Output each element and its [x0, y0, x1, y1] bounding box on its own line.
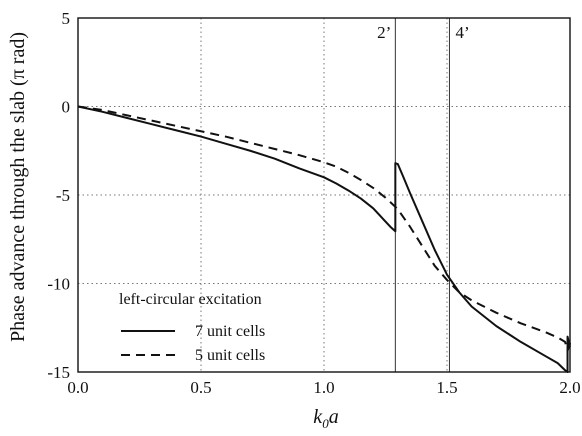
legend-label-7-unit-cells: 7 unit cells	[195, 323, 265, 340]
x-tick-label-0: 0.0	[67, 378, 88, 397]
y-axis-label: Phase advance through the slab (π rad)	[7, 32, 29, 342]
series-line-5-unit-cells	[77, 105, 571, 352]
grid-lines	[78, 18, 570, 372]
x-tick-label-3: 1.5	[436, 378, 457, 397]
x-axis-label: k0a	[313, 406, 338, 431]
x-axis-label-tail: a	[329, 406, 339, 428]
x-tick-label-4: 2.0	[559, 378, 580, 397]
annotation-label-1: 4’	[455, 23, 469, 42]
y-tick-label-3: -10	[47, 275, 70, 294]
annotation-lines: 2’ 4’	[377, 18, 470, 372]
series-line-7-unit-cells	[77, 105, 571, 373]
y-tick-label-1: 0	[62, 98, 71, 117]
plot-frame	[77, 17, 571, 373]
y-tick-label-0: 5	[62, 9, 71, 28]
x-tick-label-1: 0.5	[190, 378, 211, 397]
legend: left-circular excitation 7 unit cells 5 …	[119, 291, 265, 364]
legend-label-5-unit-cells: 5 unit cells	[195, 347, 265, 364]
x-axis-label-main: k	[313, 406, 323, 428]
y-tick-label-4: -15	[47, 363, 70, 382]
x-tick-label-2: 1.0	[313, 378, 334, 397]
annotation-label-0: 2’	[377, 23, 391, 42]
x-axis-label-subscript: 0	[322, 416, 329, 431]
series-lines	[77, 105, 571, 373]
legend-title: left-circular excitation	[119, 291, 262, 308]
tick-labels: 0.0 0.5 1.0 1.5 2.0 5 0 -5 -10 -15	[47, 9, 580, 397]
y-tick-label-2: -5	[56, 186, 70, 205]
